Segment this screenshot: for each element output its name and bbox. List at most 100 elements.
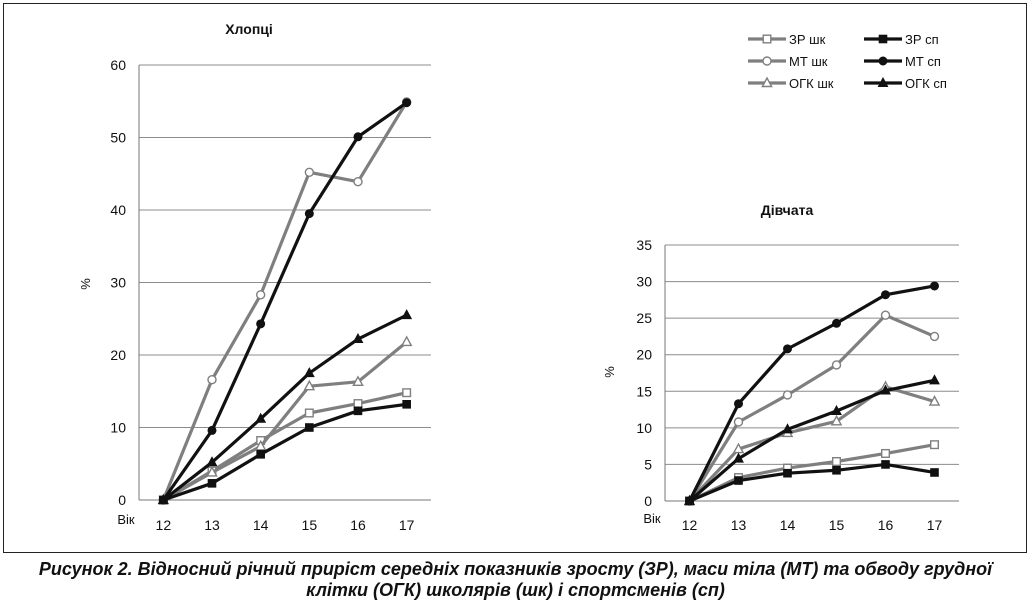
boys-x-tick-label: 13 bbox=[204, 517, 220, 533]
boys-y-tick-label: 10 bbox=[110, 420, 126, 436]
boys-series-mt-shk-line bbox=[161, 100, 409, 502]
girls-series-mt-sp-point bbox=[832, 318, 841, 328]
girls-series-mt-sp-point bbox=[734, 399, 743, 409]
girls-x-tick-label: 13 bbox=[731, 517, 747, 533]
girls-y-tick-label: 30 bbox=[636, 274, 652, 290]
figure-caption-line-2: клітки (ОГК) школярів (шк) і спортсменів… bbox=[306, 580, 725, 600]
girls-series-mt-sp-line bbox=[687, 284, 937, 503]
boys-x-axis-label: Вік bbox=[117, 512, 135, 527]
girls-y-tick-label: 5 bbox=[644, 456, 652, 472]
boys-series-mt-shk-point bbox=[207, 374, 217, 385]
legend-mt-sp-label: МТ сп bbox=[905, 54, 941, 69]
girls-y-tick-label: 25 bbox=[636, 310, 652, 326]
boys-x-tick-label: 17 bbox=[399, 517, 415, 533]
legend-mt-sp-marker bbox=[878, 56, 888, 66]
boys-series-mt-sp-point bbox=[207, 425, 217, 435]
girls-series-mt-shk-point bbox=[880, 310, 891, 320]
boys-series-zr-sp-point bbox=[305, 423, 314, 432]
boys-series-zr-sp-point bbox=[353, 406, 363, 416]
girls-series-ogk-sp-point bbox=[880, 384, 891, 395]
legend-mt-shk-marker bbox=[762, 56, 772, 66]
boys-series-zr-shk-point bbox=[402, 388, 412, 398]
legend-mt-shk-label: МТ шк bbox=[789, 54, 828, 69]
boys-chart-title: Хлопці bbox=[225, 21, 273, 37]
boys-series-ogk-sp-point bbox=[303, 367, 315, 378]
boys-series-ogk-sp-line bbox=[161, 313, 409, 502]
girls-series-ogk-shk-point bbox=[830, 414, 843, 426]
girls-series-mt-shk-point bbox=[782, 390, 793, 400]
girls-x-tick-label: 14 bbox=[780, 517, 796, 533]
girls-y-tick-label: 10 bbox=[636, 420, 652, 436]
girls-y-tick-label: 20 bbox=[636, 347, 652, 363]
girls-series-zr-sp-point bbox=[783, 468, 792, 478]
girls-x-tick-label: 12 bbox=[682, 517, 698, 533]
boys-y-tick-label: 60 bbox=[110, 57, 126, 73]
girls-series-zr-shk-point bbox=[930, 440, 940, 450]
boys-y-tick-label: 20 bbox=[110, 347, 126, 363]
boys-y-tick-label: 0 bbox=[118, 492, 126, 508]
boys-x-tick-label: 14 bbox=[253, 517, 269, 533]
boys-series-mt-sp-point bbox=[304, 209, 314, 219]
girls-y-axis-label: % bbox=[602, 366, 617, 378]
girls-series-zr-sp-line bbox=[687, 462, 937, 503]
boys-series-ogk-sp-point bbox=[352, 332, 364, 344]
boys-series-zr-sp-line bbox=[161, 402, 409, 502]
boys-series-mt-shk-point bbox=[255, 290, 266, 300]
girls-series-zr-shk-point bbox=[881, 448, 891, 458]
legend-zr-shk-label: ЗР шк bbox=[789, 32, 826, 47]
girls-series-mt-sp-point bbox=[783, 344, 792, 354]
boys-series-mt-sp-point bbox=[256, 319, 266, 329]
boys-x-tick-label: 16 bbox=[350, 517, 366, 533]
girls-series-ogk-sp-point bbox=[929, 374, 940, 385]
boys-series-mt-sp-point bbox=[402, 98, 412, 108]
girls-series-ogk-sp-line bbox=[687, 378, 937, 503]
girls-y-tick-label: 0 bbox=[644, 493, 652, 509]
figure-frame: ЗР шк ЗР сп МТ шк МТ сп ОГК шк ОГК сп Хлопці 0… bbox=[3, 3, 1027, 553]
boys-x-tick-label: 15 bbox=[302, 517, 318, 533]
legend: ЗР шк ЗР сп МТ шк МТ сп ОГК шк ОГК сп bbox=[748, 32, 947, 91]
boys-x-tick-label: 12 bbox=[156, 517, 172, 533]
girls-series-mt-shk-line bbox=[687, 313, 937, 503]
boys-series-ogk-shk-point bbox=[254, 439, 267, 451]
boys-series-ogk-sp-point bbox=[157, 493, 169, 504]
girls-series-zr-sp-point bbox=[881, 460, 890, 469]
girls-x-axis-label: Вік bbox=[643, 511, 661, 526]
boys-series-mt-sp-line bbox=[161, 101, 409, 502]
girls-series-ogk-sp-point bbox=[831, 404, 842, 416]
boys-y-axis-label: % bbox=[78, 278, 93, 290]
girls-series-zr-sp-point bbox=[832, 465, 841, 475]
boys-series-zr-shk-point bbox=[304, 408, 314, 418]
boys-series-mt-shk-point bbox=[353, 177, 363, 187]
chart-boys: Хлопці 0 10 20 30 40 50 60 12 13 14 15 16 17 Вік% bbox=[78, 21, 431, 533]
girls-series-zr-shk-point bbox=[832, 457, 842, 467]
girls-y-tick-label: 35 bbox=[636, 237, 652, 253]
girls-y-tick-label: 15 bbox=[636, 383, 652, 399]
boys-series-ogk-sp-point bbox=[206, 456, 218, 467]
girls-chart-title: Дівчата bbox=[761, 202, 814, 218]
boys-series-ogk-sp-point bbox=[255, 412, 267, 423]
boys-series-mt-sp-point bbox=[353, 132, 363, 142]
legend-ogk-shk-label: ОГК шк bbox=[789, 76, 834, 91]
chart-girls: Дівчата 0 5 10 15 20 25 30 35 12 13 14 15 16 17 Вік% bbox=[602, 202, 959, 533]
boys-series-zr-sp-point bbox=[402, 400, 411, 409]
legend-zr-sp-marker bbox=[878, 34, 888, 44]
boys-series-ogk-shk-line bbox=[161, 340, 409, 502]
legend-ogk-shk-marker bbox=[761, 76, 773, 88]
legend-ogk-sp-label: ОГК сп bbox=[905, 76, 947, 91]
boys-series-ogk-shk-point bbox=[352, 375, 364, 387]
girls-series-zr-sp-point bbox=[734, 476, 743, 485]
girls-series-mt-sp-point bbox=[930, 281, 939, 291]
boys-series-zr-sp-point bbox=[207, 479, 217, 488]
legend-ogk-sp-marker bbox=[877, 76, 889, 87]
girls-series-zr-sp-point bbox=[930, 468, 939, 477]
boys-series-ogk-shk-point bbox=[400, 335, 413, 347]
girls-series-mt-sp-point bbox=[881, 290, 890, 300]
girls-series-ogk-sp-point bbox=[733, 452, 744, 463]
legend-zr-shk-marker bbox=[762, 34, 772, 44]
boys-series-mt-shk-point bbox=[304, 167, 315, 178]
girls-x-tick-label: 16 bbox=[878, 517, 894, 533]
boys-series-zr-shk-point bbox=[353, 399, 363, 409]
boys-y-tick-label: 30 bbox=[110, 275, 126, 291]
girls-series-mt-shk-point bbox=[831, 360, 842, 370]
boys-series-ogk-shk-point bbox=[303, 379, 316, 391]
